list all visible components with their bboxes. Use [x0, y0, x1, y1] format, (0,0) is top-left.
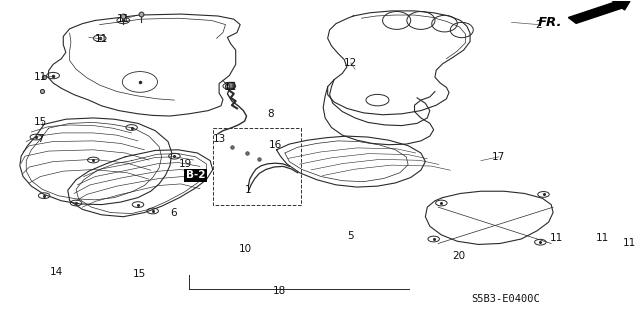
Bar [212, 128, 301, 204]
Text: 13: 13 [212, 134, 226, 144]
Text: S5B3-E0400C: S5B3-E0400C [471, 293, 540, 304]
Text: 19: 19 [179, 159, 193, 169]
Text: B-2: B-2 [186, 170, 205, 180]
FancyArrow shape [568, 0, 630, 23]
Text: 8: 8 [267, 109, 273, 119]
Text: 10: 10 [239, 244, 252, 254]
Text: 16: 16 [269, 140, 282, 150]
Text: 1: 1 [245, 185, 252, 195]
Text: 11: 11 [116, 14, 130, 24]
Text: 12: 12 [344, 58, 357, 68]
Text: 11: 11 [623, 238, 636, 248]
Text: 14: 14 [51, 267, 63, 276]
Text: 15: 15 [133, 269, 147, 279]
Text: 20: 20 [452, 251, 466, 260]
Text: 6: 6 [170, 208, 177, 218]
Text: 11: 11 [95, 34, 108, 44]
Text: 2: 2 [535, 20, 541, 29]
Text: 11: 11 [550, 233, 563, 243]
Text: FR.: FR. [538, 16, 563, 28]
Text: 17: 17 [492, 152, 506, 162]
Text: 11: 11 [596, 233, 609, 243]
Text: 7: 7 [37, 134, 44, 144]
Text: 18: 18 [273, 286, 285, 296]
Text: 5: 5 [348, 231, 354, 242]
Text: 11: 11 [34, 72, 47, 82]
Text: 11: 11 [224, 82, 237, 92]
Text: 15: 15 [34, 117, 47, 127]
